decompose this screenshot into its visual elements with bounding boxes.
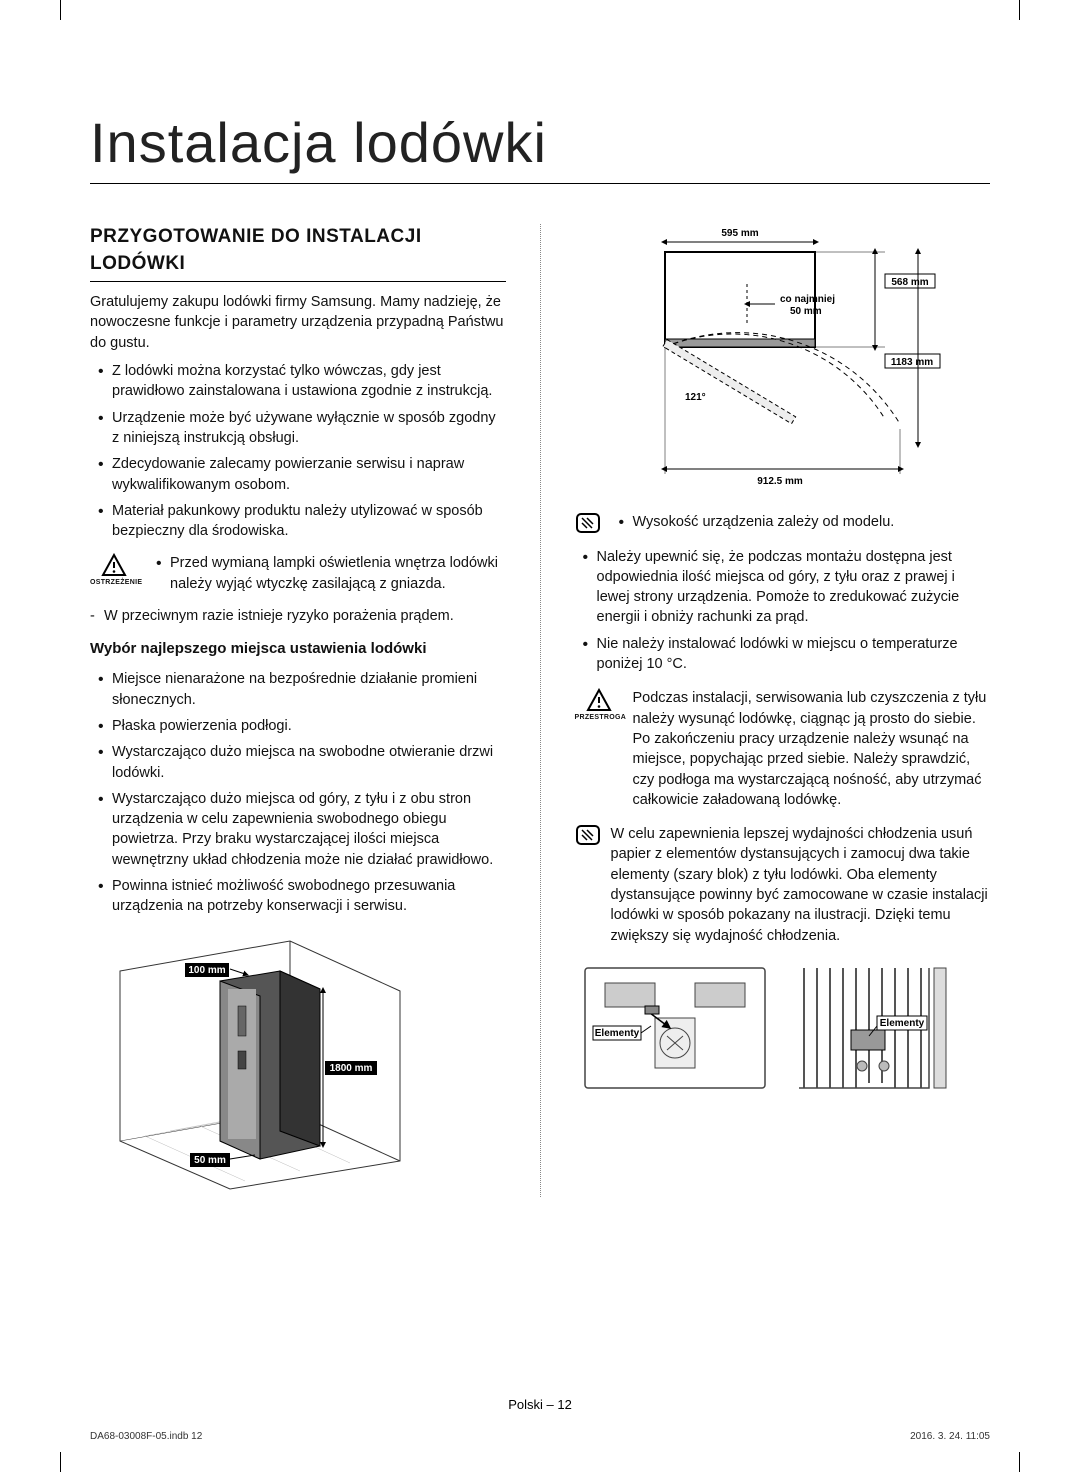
print-date: 2016. 3. 24. 11:05 [910, 1431, 990, 1442]
dim-width: 595 mm [721, 228, 758, 239]
list-item: Miejsce nienarażone na bezpośrednie dzia… [90, 669, 506, 710]
dim-side-clear-2: 50 mm [790, 306, 822, 317]
list-item: Z lodówki można korzystać tylko wówczas,… [90, 361, 506, 402]
back-panel-diagrams: Elementy [575, 958, 991, 1098]
sub-heading: Wybór najlepszego miejsca ustawienia lod… [90, 638, 506, 659]
note-icon [575, 824, 601, 852]
list-item: Zdecydowanie zalecamy powierzanie serwis… [90, 454, 506, 495]
dash-note: W przeciwnym razie istnieje ryzyko poraż… [90, 606, 506, 626]
print-footer: DA68-03008F-05.indb 12 2016. 3. 24. 11:0… [90, 1431, 990, 1442]
two-column-layout: PRZYGOTOWANIE DO INSTALACJI LODÓWKI Grat… [90, 224, 990, 1197]
heading-rule [90, 281, 506, 282]
column-divider [540, 224, 541, 1197]
note-block-2: W celu zapewnienia lepszej wydajności ch… [575, 824, 991, 946]
section-heading: PRZYGOTOWANIE DO INSTALACJI LODÓWKI [90, 224, 506, 277]
page-footer: Polski – 12 [0, 1397, 1080, 1412]
caution-text: Podczas instalacji, serwisowania lub czy… [633, 688, 991, 810]
intro-text: Gratulujemy zakupu lodówki firmy Samsung… [90, 292, 506, 353]
note-text-2: W celu zapewnienia lepszej wydajności ch… [611, 824, 991, 946]
note-text: Wysokość urządzenia zależy od modelu. [611, 512, 991, 532]
title-rule [90, 183, 990, 184]
door-swing-diagram: 595 mm 568 mm co najmniej 50 mm [575, 224, 991, 500]
right-column: 595 mm 568 mm co najmniej 50 mm [575, 224, 991, 1197]
list-item: Powinna istnieć możliwość swobodnego prz… [90, 876, 506, 917]
warning-label: OSTRZEŻENIE [90, 578, 138, 588]
note-block-1: Wysokość urządzenia zależy od modelu. [575, 512, 991, 540]
spacer-label-1: Elementy [594, 1028, 639, 1039]
list-item: Urządzenie może być używane wyłącznie w … [90, 408, 506, 449]
dim-radius: 1183 mm [890, 357, 932, 368]
list-item: Płaska powierzenia podłogi. [90, 716, 506, 736]
spacer-label-2: Elementy [879, 1018, 924, 1029]
list-item: Wystarczająco dużo miejsca od góry, z ty… [90, 789, 506, 870]
bullet-list-1: Z lodówki można korzystać tylko wówczas,… [90, 361, 506, 541]
dim-door-width: 912.5 mm [757, 476, 803, 487]
page-title: Instalacja lodówki [90, 110, 990, 175]
left-column: PRZYGOTOWANIE DO INSTALACJI LODÓWKI Grat… [90, 224, 506, 1197]
dim-side-clear-1: co najmniej [780, 294, 835, 305]
dim-top: 100 mm [188, 965, 225, 976]
caution-label: PRZESTROGA [575, 713, 623, 723]
clearance-diagram-3d: 100 mm 1800 mm 50 mm [90, 931, 506, 1197]
bullet-list-2: Miejsce nienarażone na bezpośrednie dzia… [90, 669, 506, 916]
list-item: Nie należy instalować lodówki w miejscu … [575, 634, 991, 675]
list-item: Należy upewnić się, że podczas montażu d… [575, 547, 991, 628]
dim-height: 1800 mm [330, 1063, 373, 1074]
caution-block: PRZESTROGA Podczas instalacji, serwisowa… [575, 688, 991, 810]
list-item: Wystarczająco dużo miejsca na swobodne o… [90, 742, 506, 783]
note-icon [575, 512, 601, 540]
dim-angle: 121° [685, 392, 706, 403]
print-file: DA68-03008F-05.indb 12 [90, 1431, 202, 1442]
bullet-list-3: Należy upewnić się, że podczas montażu d… [575, 547, 991, 675]
warning-text: Przed wymianą lampki oświetlenia wnętrza… [148, 553, 506, 594]
dim-bottom: 50 mm [194, 1155, 226, 1166]
list-item: Materiał pakunkowy produktu należy utyli… [90, 501, 506, 542]
dim-depth: 568 mm [891, 277, 928, 288]
warning-block: OSTRZEŻENIE Przed wymianą lampki oświetl… [90, 553, 506, 600]
warning-icon: OSTRZEŻENIE [90, 553, 138, 588]
caution-icon: PRZESTROGA [575, 688, 623, 723]
